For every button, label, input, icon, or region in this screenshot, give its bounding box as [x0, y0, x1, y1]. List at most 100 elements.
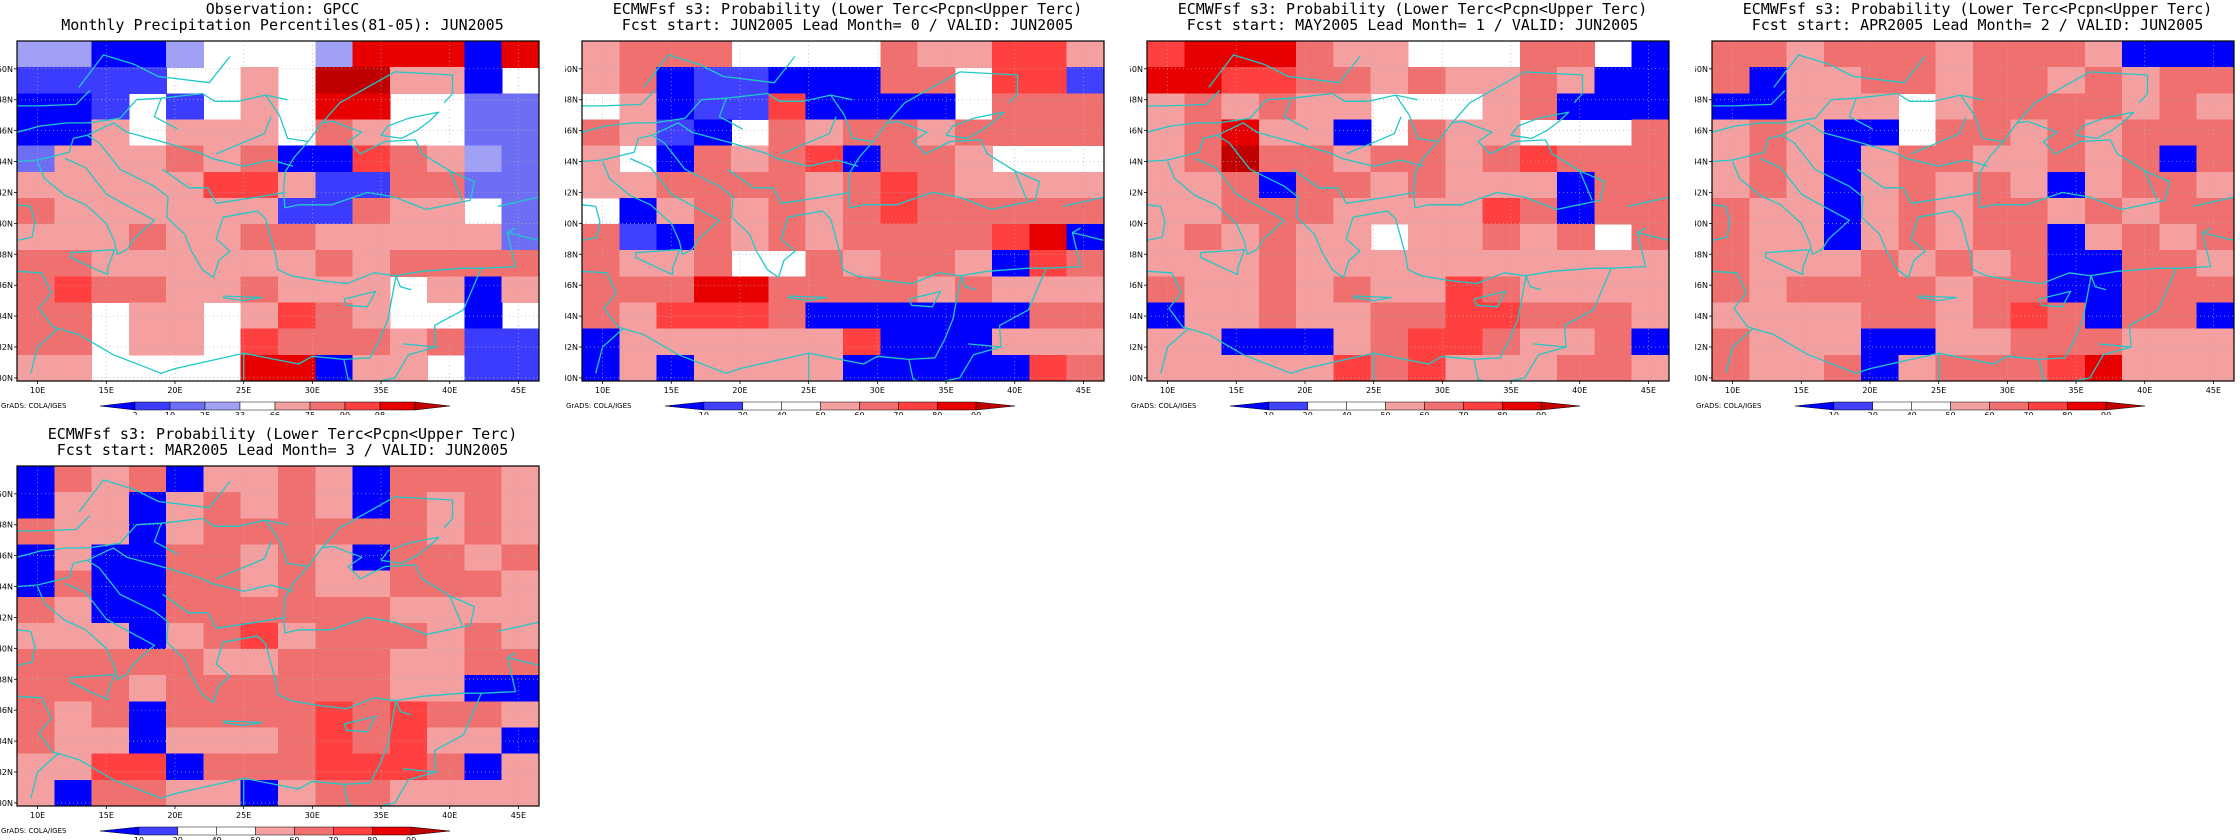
grid-cell	[1519, 67, 1558, 94]
coastline	[17, 90, 91, 107]
grid-cell	[619, 276, 658, 304]
grid-cell	[389, 354, 428, 382]
grid-cell	[54, 466, 93, 493]
grid-cell	[1333, 67, 1372, 94]
grid-cell	[2196, 250, 2235, 277]
grid-cell	[315, 171, 354, 199]
grid-cell	[582, 119, 620, 147]
lon-tick-label: 20E	[1297, 386, 1312, 395]
lon-tick-label: 25E	[236, 386, 251, 395]
lat-tick-label: 32N	[0, 343, 13, 352]
colorbar-label: 60	[1419, 411, 1429, 415]
coastline	[395, 700, 412, 716]
grid-cell	[1184, 93, 1223, 121]
coastline	[1451, 71, 1584, 124]
lat-tick-label: 40N	[1130, 219, 1143, 228]
coastline	[788, 295, 828, 302]
grid-cell	[1029, 250, 1068, 277]
lat-tick-label: 32N	[1130, 343, 1143, 352]
grid-cell	[2196, 328, 2235, 356]
grid-cell	[992, 171, 1031, 199]
grid-cell	[1147, 302, 1185, 330]
grid-cell	[278, 753, 316, 781]
grid-cell	[240, 753, 279, 781]
grid-cell	[619, 93, 658, 121]
grid-cell	[619, 171, 658, 199]
grid-cell	[54, 649, 93, 676]
coastline	[634, 248, 681, 276]
grid-cell	[1408, 276, 1446, 304]
grid-cell	[427, 596, 466, 624]
coastline	[538, 146, 539, 148]
grid-cell	[1823, 119, 1862, 147]
grid-cell	[1221, 197, 1260, 225]
grid-cell	[1221, 276, 1260, 304]
grid-cell	[1823, 145, 1862, 173]
lat-tick-label: 30N	[1695, 374, 1708, 383]
grid-cell	[128, 727, 167, 755]
colorbar-swatch	[204, 401, 241, 411]
coastline	[2089, 227, 2212, 277]
grid-cell	[389, 250, 428, 277]
coastline	[78, 54, 231, 88]
grid-cell	[2047, 328, 2086, 356]
grid-cell	[917, 145, 956, 173]
grid-cell	[427, 328, 466, 356]
grid-cell	[17, 41, 55, 68]
grid-cell	[315, 596, 354, 624]
grid-cell	[464, 753, 503, 781]
colorbar-label: 90	[406, 836, 416, 840]
coastline	[17, 517, 288, 558]
grid-cell	[128, 544, 167, 572]
grid-cell	[464, 41, 503, 68]
grid-cell	[464, 466, 503, 493]
grid-cell	[1029, 41, 1068, 68]
coastline	[944, 346, 1002, 381]
grid-cell	[166, 753, 205, 781]
grid-cell	[427, 67, 466, 94]
grid-cell	[1594, 250, 1633, 277]
grid-cell	[2196, 224, 2235, 251]
colorbar-label: 10	[134, 836, 144, 840]
coastline	[379, 771, 437, 806]
grid-cell	[917, 302, 956, 330]
lat-tick-label: 50N	[565, 65, 578, 74]
grid-cell	[582, 224, 620, 251]
coastlines	[1147, 54, 1669, 381]
coastline	[265, 94, 309, 143]
grid-cells	[582, 41, 1105, 382]
lon-tick-label: 35E	[938, 386, 953, 395]
colorbar-swatch	[410, 826, 451, 836]
grid-cell	[166, 119, 205, 147]
grid-cell	[278, 701, 316, 729]
grid-cell	[1370, 328, 1409, 356]
grid-cell	[352, 67, 391, 94]
coastline	[30, 753, 59, 799]
grid-cell	[1973, 41, 2011, 68]
grid-cell	[843, 145, 881, 173]
grid-cell	[805, 302, 844, 330]
grid-cells	[1712, 41, 2235, 382]
grads-credit: GrADS: COLA/IGES	[1, 827, 67, 835]
grid-cell	[1631, 119, 1670, 147]
grid-cell	[91, 622, 130, 650]
colorbar-label: 40	[1907, 411, 1917, 415]
grid-cell	[880, 250, 919, 277]
grid-cell	[389, 492, 428, 519]
grid-cell	[315, 302, 354, 330]
grid-cell	[1482, 145, 1521, 173]
grid-cell	[1823, 302, 1862, 330]
panel-subtitle: Fcst start: APR2005 Lead Month= 2 / VALI…	[1751, 16, 2204, 34]
coastline	[1216, 122, 1424, 167]
grid-cell	[315, 622, 354, 650]
grid-cell	[1557, 276, 1596, 304]
grid-cell	[768, 171, 807, 199]
grid-cell	[1935, 145, 1974, 173]
coastline	[2192, 196, 2234, 208]
grid-cell	[278, 622, 316, 650]
grid-cell	[166, 701, 205, 729]
grid-cell	[731, 276, 770, 304]
grid-cell	[1749, 354, 1788, 382]
coastline	[1525, 275, 1542, 291]
grid-cell	[166, 779, 205, 807]
